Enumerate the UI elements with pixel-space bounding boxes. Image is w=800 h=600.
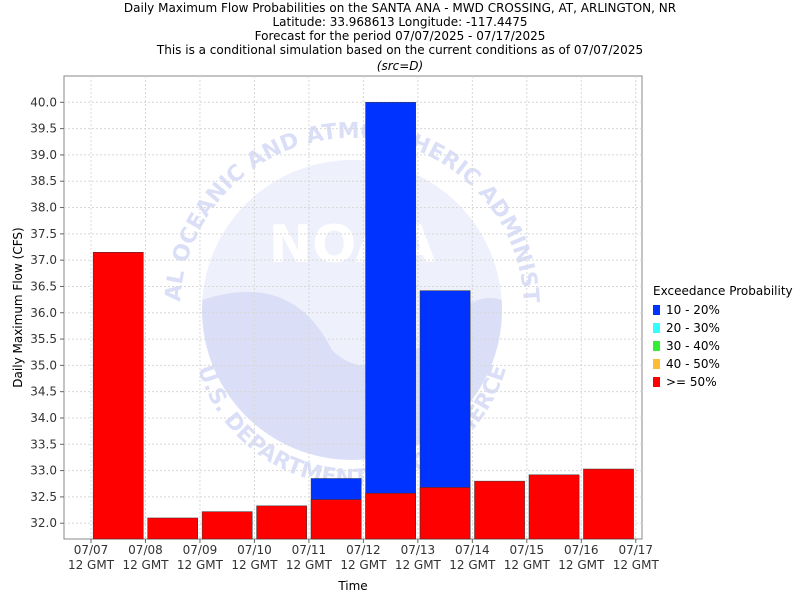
y-tick-label: 39.5 [30,122,57,136]
legend-swatch [653,323,660,333]
y-tick-label: 38.0 [30,201,57,215]
legend-swatch [653,305,660,315]
chart-source: (src=D) [376,59,424,73]
x-tick-label: 12 GMT [286,558,333,572]
y-tick-label: 38.5 [30,174,57,188]
x-tick-label: 12 GMT [504,558,551,572]
legend-item: 40 - 50% [653,355,793,373]
chart-title: Daily Maximum Flow Probabilities on the … [123,1,677,15]
y-tick-label: 34.5 [30,385,57,399]
x-tick-label: 07/17 [618,543,653,557]
bar-ge-50 [310,499,362,540]
y-tick-label: 36.5 [30,279,57,293]
bar-ge-50 [474,480,525,540]
x-tick-label: 07/08 [128,543,163,557]
bar-ge-50 [92,252,144,540]
y-tick-label: 36.0 [30,306,57,320]
y-tick-label: 35.0 [30,358,57,372]
bar-ge-50 [365,492,416,540]
x-tick-label: 12 GMT [558,558,605,572]
legend-swatch [653,359,660,369]
y-tick-label: 35.5 [30,332,57,346]
y-tick-label: 37.5 [30,227,57,241]
x-tick-label: 12 GMT [449,558,496,572]
legend-label: 10 - 20% [666,303,720,317]
x-tick-label: 07/07 [74,543,109,557]
y-tick-label: 34.0 [30,411,57,425]
x-tick-label: 12 GMT [177,558,224,572]
y-tick-label: 33.5 [30,437,57,451]
legend-label: 20 - 30% [666,321,720,335]
y-axis-label: Daily Maximum Flow (CFS) [11,227,25,387]
legend-item: 30 - 40% [653,337,793,355]
y-tick-label: 32.0 [30,516,57,530]
legend-item: >= 50% [653,373,793,391]
x-tick-label: 07/12 [346,543,381,557]
y-tick-label: 37.0 [30,253,57,267]
x-tick-label: 07/13 [401,543,436,557]
legend-item: 10 - 20% [653,301,793,319]
x-tick-label: 12 GMT [68,558,115,572]
chart-note: This is a conditional simulation based o… [156,43,644,57]
y-tick-label: 33.0 [30,464,57,478]
y-tick-label: 40.0 [30,95,57,109]
x-axis-label: Time [337,579,367,593]
legend-swatch [653,377,660,387]
x-tick-label: 07/15 [510,543,545,557]
legend-title: Exceedance Probability [653,284,793,298]
legend-label: 30 - 40% [666,339,720,353]
chart-period: Forecast for the period 07/07/2025 - 07/… [254,29,546,43]
bar-ge-50 [419,487,471,540]
legend-swatch [653,341,660,351]
x-tick-label: 07/14 [455,543,490,557]
x-tick-label: 12 GMT [231,558,278,572]
bar-ge-50 [201,511,253,540]
x-tick-label: 12 GMT [340,558,387,572]
x-tick-label: 12 GMT [395,558,442,572]
bar-ge-50 [256,505,307,540]
x-tick-label: 07/09 [183,543,218,557]
x-tick-label: 07/16 [564,543,599,557]
x-tick-label: 07/10 [237,543,272,557]
x-tick-label: 07/11 [292,543,327,557]
x-tick-label: 12 GMT [613,558,660,572]
legend-label: >= 50% [666,375,717,389]
legend: Exceedance Probability 10 - 20% 20 - 30% 3… [653,284,793,391]
chart-location: Latitude: 33.968613 Longitude: -117.4475 [272,15,528,29]
x-tick-label: 12 GMT [122,558,169,572]
bar-10-20 [365,102,416,540]
y-tick-label: 32.5 [30,490,57,504]
bar-ge-50 [147,517,199,540]
y-tick-label: 39.0 [30,148,57,162]
legend-item: 20 - 30% [653,319,793,337]
legend-label: 40 - 50% [666,357,720,371]
bar-ge-50 [528,474,580,540]
bar-ge-50 [583,468,634,540]
